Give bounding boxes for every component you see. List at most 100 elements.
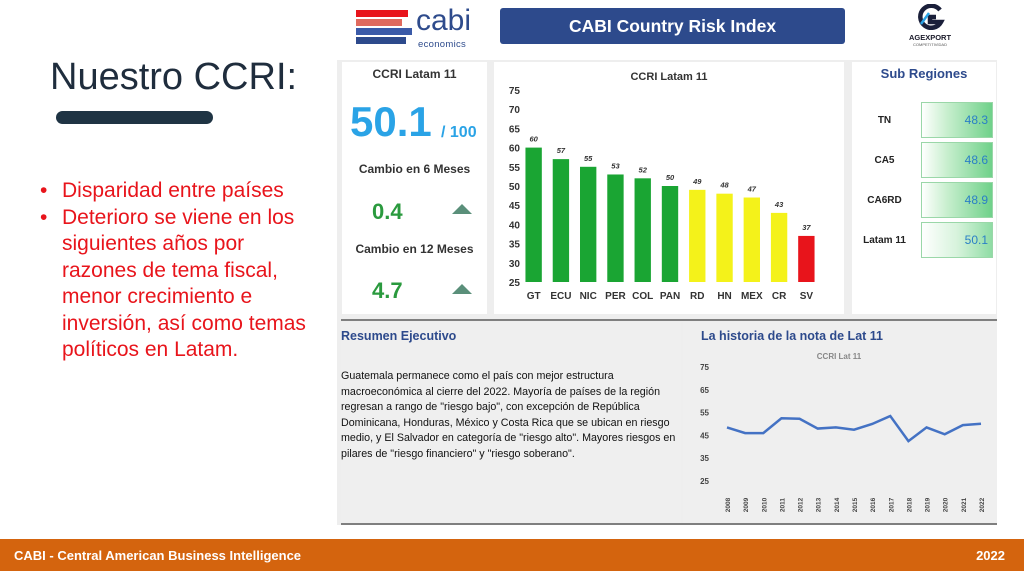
cabi-logo-sub: economics: [418, 39, 467, 50]
kpi-of-total: / 100: [441, 124, 477, 141]
y-tick-label: 75: [700, 363, 709, 372]
y-tick-label: 55: [700, 409, 709, 418]
agexport-logo: AGEXPORT COMPETITIVIDAD: [885, 4, 975, 48]
up-arrow-icon: [452, 204, 472, 214]
subregion-label: TN: [877, 115, 892, 126]
bar-data-label: 50: [666, 173, 675, 182]
bar: [770, 212, 788, 282]
y-tick-label: 45: [509, 201, 521, 212]
y-tick-label: 25: [509, 278, 521, 289]
x-tick-label: 2018: [906, 497, 913, 512]
bar-data-label: 60: [529, 135, 538, 144]
subregion-value: 50.1: [964, 233, 988, 247]
change6-value: 0.4: [372, 199, 403, 224]
agexport-g-icon: [918, 4, 945, 30]
cabi-logo-stripes-icon: [356, 10, 412, 50]
agexport-tag: COMPETITIVIDAD: [912, 42, 947, 47]
x-tick-label: HN: [717, 291, 731, 302]
bar-data-label: 43: [774, 200, 784, 209]
history-series-line: [726, 414, 982, 443]
subregion-label: CA5: [874, 155, 895, 166]
x-tick-label: NIC: [580, 291, 597, 302]
y-tick-label: 70: [509, 105, 521, 116]
up-arrow-icon: [452, 284, 472, 294]
subregion-value-bar: 48.6: [921, 142, 993, 178]
y-tick-label: 35: [700, 454, 709, 463]
bar: [661, 186, 679, 282]
x-tick-label: 2009: [743, 497, 750, 512]
bar: [716, 193, 733, 282]
subregion-value: 48.9: [964, 193, 988, 207]
cabi-logo: cabi economics: [356, 4, 478, 52]
x-tick-label: 2020: [943, 497, 950, 512]
slide-title: Nuestro CCRI:: [50, 56, 298, 98]
x-tick-label: 2016: [870, 497, 877, 512]
y-tick-label: 60: [509, 144, 521, 155]
title-underline-bar: [56, 111, 213, 124]
line-chart-title: CCRI Lat 11: [817, 352, 862, 361]
resumen-panel: [341, 322, 681, 523]
resumen-title: Resumen Ejecutivo: [341, 329, 457, 343]
subregion-label: CA6RD: [867, 195, 902, 206]
y-tick-label: 55: [509, 163, 521, 174]
x-tick-label: PER: [605, 291, 626, 302]
bar-data-label: 55: [584, 154, 593, 163]
bar-chart-title: CCRI Latam 11: [630, 71, 707, 83]
divider: [341, 523, 997, 525]
ccri-bar-chart: CCRI Latam 11 75 70 65 60 55 50 45 40 35 30 25 60 GT 5…: [509, 71, 815, 302]
agexport-name: AGEXPORT: [908, 33, 952, 42]
bar-data-label: 49: [692, 177, 702, 186]
x-tick-label: 2019: [925, 497, 932, 512]
subregion-value-bar: 48.3: [921, 102, 993, 138]
x-tick-label: COL: [632, 291, 653, 302]
x-tick-label: 2008: [725, 497, 732, 512]
subregions-title: Sub Regiones: [880, 66, 968, 81]
bar: [689, 189, 706, 282]
x-tick-label: 2015: [852, 497, 859, 512]
kpi-panel: [342, 62, 487, 314]
bar: [525, 147, 542, 282]
bar-data-label: 57: [557, 146, 566, 155]
bar: [798, 235, 815, 282]
y-tick-label: 25: [700, 477, 709, 486]
x-tick-label: 2011: [779, 498, 786, 512]
bar-data-label: 53: [611, 161, 620, 170]
change12-value: 4.7: [372, 278, 403, 303]
cabi-logo-word: cabi: [416, 4, 472, 37]
kpi-value: 50.1: [350, 98, 432, 145]
change12-label: Cambio en 12 Meses: [355, 242, 474, 256]
footer-company: CABI - Central American Business Intelli…: [14, 548, 302, 563]
y-tick-label: 45: [700, 431, 709, 440]
x-tick-label: SV: [800, 291, 814, 302]
subregion-value: 48.6: [964, 153, 988, 167]
x-tick-label: PAN: [660, 291, 680, 302]
bar: [552, 159, 570, 282]
x-tick-label: CR: [772, 291, 787, 302]
bar-data-label: 47: [747, 185, 757, 194]
x-tick-label: GT: [527, 291, 541, 302]
x-tick-label: RD: [690, 291, 704, 302]
bar: [607, 174, 624, 282]
bullet-item: Disparidad entre países: [40, 178, 320, 205]
bar-data-label: 52: [639, 165, 648, 174]
x-tick-label: 2022: [979, 497, 986, 512]
change6-label: Cambio en 6 Meses: [358, 162, 471, 176]
bullet-item: Deterioro se viene en los siguientes año…: [40, 205, 320, 364]
bar: [634, 178, 651, 282]
x-tick-label: MEX: [741, 291, 763, 302]
bullet-list: Disparidad entre países Deterioro se vie…: [40, 178, 320, 364]
x-tick-label: 2010: [761, 497, 768, 512]
x-tick-label: 2017: [888, 497, 895, 512]
bar: [580, 166, 597, 282]
dashboard-banner: CABI Country Risk Index: [500, 8, 845, 44]
x-tick-label: 2012: [798, 497, 805, 512]
kpi-title: CCRI Latam 11: [372, 67, 457, 81]
history-line-chart: CCRI Lat 11 75 65 55 45 35 25 2008 2009 2010 2011 2…: [700, 352, 986, 512]
bar-data-label: 48: [719, 181, 729, 190]
x-tick-label: 2013: [816, 497, 823, 512]
history-title: La historia de la nota de Lat 11: [701, 329, 883, 343]
bar: [743, 197, 760, 282]
subregion-value-bar: 50.1: [921, 222, 993, 258]
resumen-text: Guatemala permanece como el país con mej…: [341, 370, 676, 460]
